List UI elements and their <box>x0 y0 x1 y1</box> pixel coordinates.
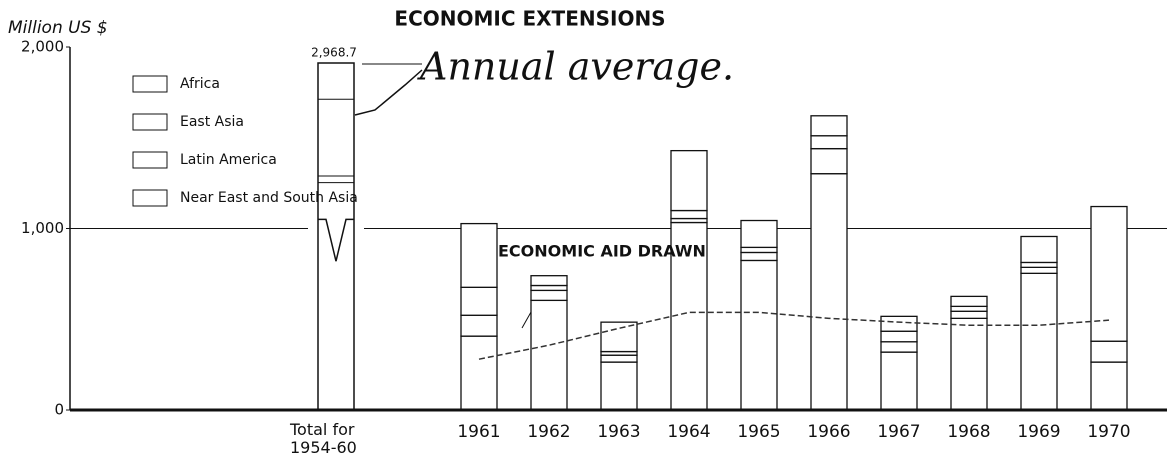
bar-segment <box>740 219 778 249</box>
legend-label: Near East and South Asia <box>180 190 358 206</box>
bar-segment <box>810 147 848 175</box>
legend-label: Africa <box>180 76 220 92</box>
x-tick-label: Total for 1954-60 <box>290 420 357 457</box>
pointer <box>354 69 423 116</box>
bar-segment <box>1090 205 1128 342</box>
bar-segment <box>740 259 778 411</box>
bar-segment <box>600 361 638 411</box>
bar-segment <box>670 209 708 220</box>
legend-swatch <box>132 75 168 93</box>
bar-segment <box>1090 361 1128 411</box>
value-label: 2,968.7 <box>311 46 357 60</box>
bar-segment <box>810 135 848 150</box>
bar-segment <box>530 284 568 292</box>
y-tick-label: 0 <box>54 401 64 419</box>
annotation: Annual average. <box>417 45 734 89</box>
bar-segment <box>460 314 498 337</box>
x-tick-label: 1967 <box>877 422 920 442</box>
bar-segment <box>740 251 778 262</box>
line-label: ECONOMIC AID DRAWN <box>498 242 706 261</box>
bar-segment <box>810 173 848 411</box>
x-tick-label: 1969 <box>1017 422 1060 442</box>
bar-segment <box>880 315 918 332</box>
legend-swatch <box>132 189 168 207</box>
chart-title: ECONOMIC EXTENSIONS <box>394 7 665 31</box>
y-tick-label: 1,000 <box>21 219 64 237</box>
bar-segment <box>530 299 568 411</box>
y-axis-label: Million US $ <box>8 18 108 38</box>
bar-segment <box>740 246 778 254</box>
x-tick-label: 1968 <box>947 422 990 442</box>
bar-segment <box>670 149 708 212</box>
x-tick-label: 1962 <box>527 422 570 442</box>
bar-segment <box>950 305 988 312</box>
legend-label: Latin America <box>180 152 277 168</box>
bar-segment <box>950 295 988 308</box>
bar-segment <box>1020 272 1058 411</box>
bar-segment <box>950 317 988 411</box>
legend-swatch <box>132 113 168 131</box>
y-tick-label: 2,000 <box>21 38 64 56</box>
bar-segment <box>1090 340 1128 363</box>
bar-segment <box>1020 266 1058 274</box>
bar-segment <box>880 330 918 343</box>
line <box>478 311 1110 360</box>
x-tick-label: 1966 <box>807 422 850 442</box>
bar-segment <box>600 354 638 363</box>
bar-segment <box>880 351 918 411</box>
bar-segment <box>460 286 498 316</box>
x-tick-label: 1963 <box>597 422 640 442</box>
legend-swatch <box>132 151 168 169</box>
bar-segment <box>530 275 568 287</box>
bar-segment <box>880 341 918 353</box>
x-tick-label: 1961 <box>457 422 500 442</box>
x-tick-label: 1965 <box>737 422 780 442</box>
axis-break <box>318 218 354 262</box>
bar-segment <box>1020 235 1058 264</box>
bar-segment <box>530 289 568 302</box>
bar-segment <box>600 321 638 353</box>
legend-label: East Asia <box>180 114 244 130</box>
x-tick-label: 1970 <box>1087 422 1130 442</box>
x-tick-label: 1964 <box>667 422 710 442</box>
bar-segment <box>460 335 498 411</box>
bar-segment <box>1020 261 1058 268</box>
bar-segment <box>810 115 848 137</box>
bar <box>317 62 355 410</box>
bar-segment <box>460 222 498 288</box>
bar-segment <box>950 310 988 319</box>
